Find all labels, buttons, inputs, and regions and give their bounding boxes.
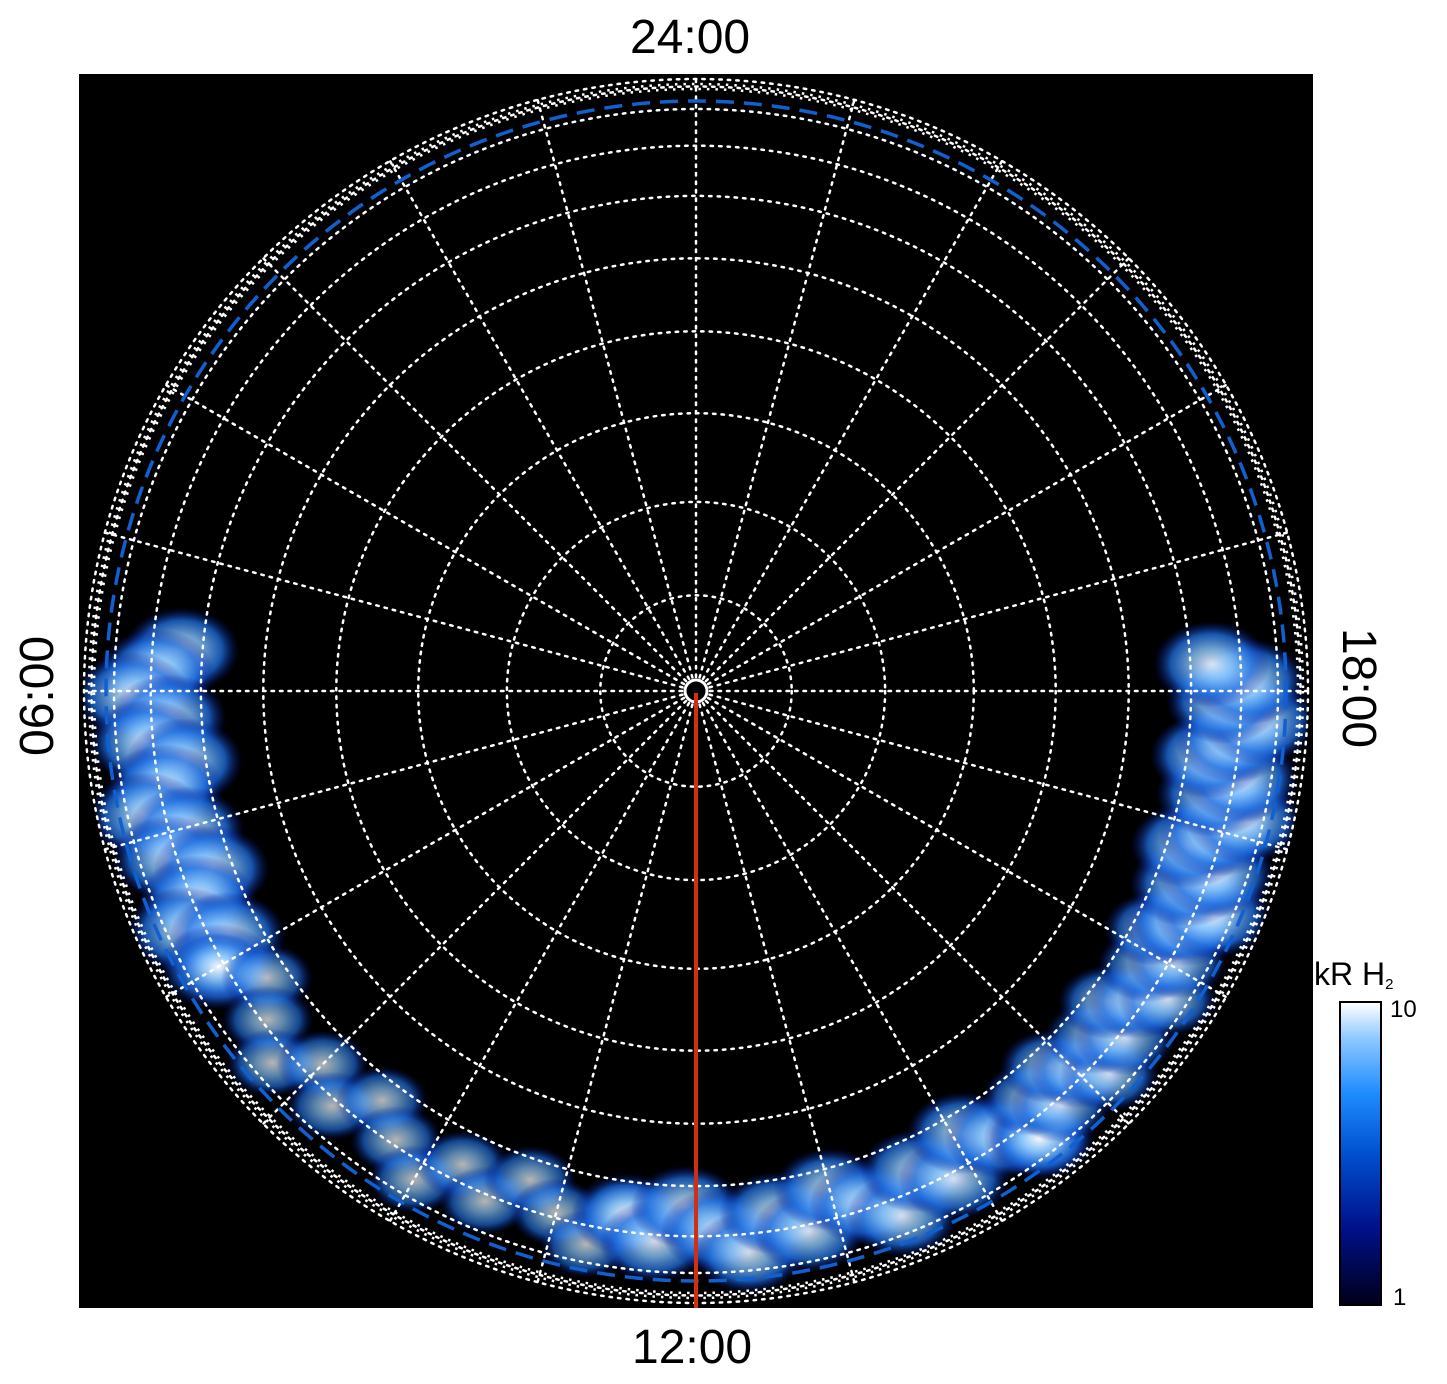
colorbar-max-label: 10 bbox=[1390, 996, 1417, 1023]
polar-plot-area bbox=[79, 74, 1313, 1308]
meridian-line bbox=[698, 703, 856, 1284]
meridian-line bbox=[701, 701, 1004, 1223]
colatitude-circle bbox=[149, 144, 1243, 1238]
colatitude-circle bbox=[599, 594, 793, 788]
meridian-line bbox=[164, 696, 686, 999]
colatitude-circle bbox=[335, 330, 1057, 1052]
emission-layer bbox=[84, 607, 1308, 1294]
local-time-label-left: 06:00 bbox=[11, 635, 64, 756]
colatitude-circle bbox=[199, 194, 1193, 1188]
colatitude-circle bbox=[90, 85, 1302, 1297]
meridian-line bbox=[704, 257, 1130, 683]
meridian-line bbox=[536, 703, 694, 1284]
colatitude-circle bbox=[112, 107, 1280, 1275]
meridian-line bbox=[103, 531, 684, 689]
colorbar bbox=[1339, 1001, 1382, 1306]
local-time-label-top: 24:00 bbox=[630, 11, 751, 64]
meridian-line bbox=[388, 159, 691, 681]
meridian-line bbox=[262, 699, 688, 1125]
local-time-label-right: 18:00 bbox=[1332, 628, 1385, 749]
meridian-line bbox=[701, 159, 1004, 681]
meridian-line bbox=[708, 693, 1289, 851]
colorbar-title: kR H2 bbox=[1314, 956, 1394, 993]
meridian-line bbox=[706, 696, 1228, 999]
meridian-line bbox=[706, 383, 1228, 686]
local-time-label-bottom: 12:00 bbox=[632, 1321, 753, 1374]
polar-projection bbox=[82, 77, 1310, 1308]
meridian-line bbox=[536, 98, 694, 679]
colorbar-min-label: 1 bbox=[1393, 1284, 1407, 1311]
meridian-line bbox=[103, 693, 684, 851]
meridian-line bbox=[698, 98, 856, 679]
meridian-line bbox=[704, 699, 1130, 1125]
colorbar-gradient bbox=[1341, 1003, 1380, 1304]
meridian-line bbox=[388, 701, 691, 1223]
emission-blob bbox=[1153, 620, 1270, 708]
meridian-line bbox=[164, 383, 686, 686]
meridian-line bbox=[262, 257, 688, 683]
meridian-line bbox=[708, 531, 1289, 689]
